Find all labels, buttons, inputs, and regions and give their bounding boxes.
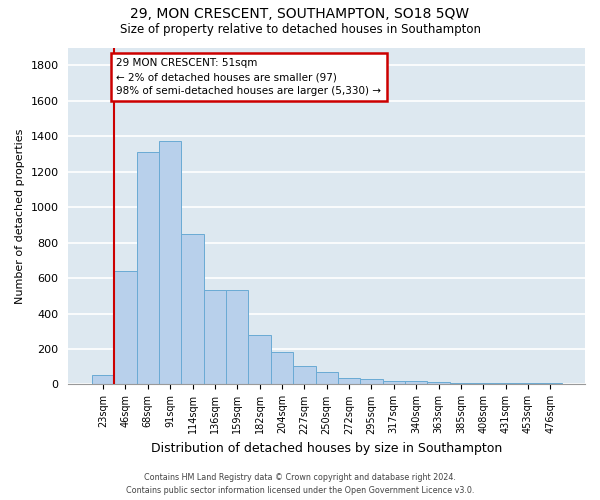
Bar xyxy=(114,271,137,384)
Text: 29, MON CRESCENT, SOUTHAMPTON, SO18 5QW: 29, MON CRESCENT, SOUTHAMPTON, SO18 5QW xyxy=(130,8,470,22)
Bar xyxy=(539,382,562,384)
Bar xyxy=(450,382,472,384)
Text: 29 MON CRESCENT: 51sqm
← 2% of detached houses are smaller (97)
98% of semi-deta: 29 MON CRESCENT: 51sqm ← 2% of detached … xyxy=(116,58,382,96)
X-axis label: Distribution of detached houses by size in Southampton: Distribution of detached houses by size … xyxy=(151,442,502,455)
Bar xyxy=(271,352,293,384)
Bar xyxy=(181,234,204,384)
Bar xyxy=(427,382,450,384)
Text: Contains HM Land Registry data © Crown copyright and database right 2024.
Contai: Contains HM Land Registry data © Crown c… xyxy=(126,474,474,495)
Bar xyxy=(248,335,271,384)
Bar xyxy=(293,366,316,384)
Bar xyxy=(517,382,539,384)
Bar xyxy=(226,290,248,384)
Bar xyxy=(204,290,226,384)
Bar xyxy=(92,374,114,384)
Bar xyxy=(472,382,494,384)
Y-axis label: Number of detached properties: Number of detached properties xyxy=(15,128,25,304)
Bar xyxy=(383,381,405,384)
Text: Size of property relative to detached houses in Southampton: Size of property relative to detached ho… xyxy=(119,22,481,36)
Bar xyxy=(137,152,159,384)
Bar xyxy=(494,382,517,384)
Bar xyxy=(316,372,338,384)
Bar xyxy=(159,142,181,384)
Bar xyxy=(360,379,383,384)
Bar xyxy=(405,381,427,384)
Bar xyxy=(338,378,360,384)
